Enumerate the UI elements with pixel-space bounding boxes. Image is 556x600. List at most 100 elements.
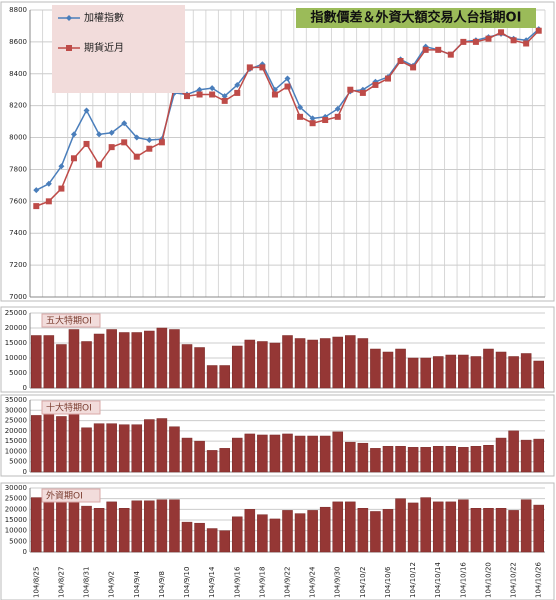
bar — [495, 437, 507, 473]
marker — [234, 89, 241, 96]
marker — [146, 136, 153, 143]
bar — [244, 509, 256, 553]
marker — [284, 83, 291, 90]
bar — [370, 448, 381, 473]
marker — [234, 81, 241, 88]
marker — [108, 129, 115, 136]
bar — [495, 508, 507, 553]
bar — [370, 511, 381, 553]
bar — [445, 446, 457, 473]
y-tick-label: 8800 — [9, 6, 27, 14]
bar — [81, 505, 92, 553]
bar — [56, 501, 67, 553]
y-tick-label: 5000 — [9, 537, 27, 545]
bar — [533, 504, 544, 553]
bar — [31, 497, 42, 553]
bar — [118, 508, 130, 553]
marker — [485, 35, 492, 42]
bar — [294, 338, 306, 389]
bar — [169, 426, 180, 473]
marker — [472, 38, 479, 45]
bar — [269, 434, 281, 473]
bar — [181, 521, 193, 553]
y-tick-label: 25000 — [5, 309, 27, 317]
bar — [445, 354, 457, 389]
x-tick-label: 104/10/14 — [434, 562, 442, 598]
bar — [144, 500, 155, 553]
y-tick-label: 7600 — [9, 197, 27, 205]
y-tick-label: 15000 — [5, 339, 27, 347]
marker — [271, 91, 278, 98]
bar — [169, 499, 180, 553]
bar — [483, 445, 494, 473]
y-tick-label: 10000 — [5, 527, 27, 535]
x-tick-label: 104/10/6 — [384, 566, 392, 598]
bar — [43, 500, 55, 553]
bar — [294, 435, 306, 473]
bar — [470, 356, 482, 389]
y-tick-label: 10000 — [5, 447, 27, 455]
panel-label: 外資期OI — [46, 490, 83, 502]
marker — [435, 46, 442, 53]
bar — [294, 513, 306, 553]
chart-title: 指數價差＆外資大額交易人台指期OI — [311, 10, 522, 26]
bar — [81, 427, 92, 473]
bar — [357, 508, 369, 553]
bar — [257, 514, 268, 553]
bar — [319, 506, 331, 553]
bar — [144, 419, 155, 473]
bar — [319, 338, 331, 389]
bar — [432, 446, 444, 473]
bar — [458, 447, 469, 473]
y-tick-label: 8000 — [9, 134, 27, 142]
bar — [282, 335, 293, 389]
x-tick-label: 104/9/10 — [183, 567, 191, 598]
bar — [219, 530, 230, 553]
plot-frame — [0, 1, 555, 302]
legend-label: 期貨近月 — [84, 41, 124, 54]
marker — [196, 86, 203, 93]
marker — [83, 140, 90, 147]
bar — [382, 446, 394, 473]
y-tick-label: 30000 — [5, 406, 27, 414]
marker — [83, 107, 90, 114]
bar — [156, 499, 168, 553]
bar — [219, 448, 230, 473]
marker — [309, 115, 316, 122]
bar — [231, 516, 243, 553]
bar — [269, 342, 281, 389]
marker — [297, 113, 304, 120]
marker — [58, 163, 65, 170]
panel-label-box — [41, 313, 101, 328]
x-tick-label: 104/10/26 — [535, 562, 543, 598]
bar — [257, 434, 268, 473]
marker — [246, 64, 253, 71]
bar — [181, 437, 193, 473]
bar — [118, 424, 130, 473]
bar — [470, 508, 482, 553]
marker — [422, 46, 429, 53]
bar — [106, 501, 117, 553]
bar — [131, 332, 143, 389]
panel-label-box — [41, 400, 101, 415]
bar — [407, 502, 419, 553]
x-tick-label: 104/10/12 — [409, 562, 417, 598]
bar — [332, 501, 344, 553]
bar — [533, 360, 544, 389]
bar — [269, 518, 281, 553]
bar — [206, 528, 218, 553]
bar — [81, 341, 92, 389]
marker — [297, 104, 304, 111]
bar — [495, 351, 507, 389]
bar — [420, 497, 431, 553]
bar — [169, 329, 180, 389]
x-tick-label: 104/10/16 — [459, 562, 467, 598]
y-tick-label: 0 — [23, 468, 27, 476]
bar — [43, 335, 55, 389]
y-tick-label: 8200 — [9, 102, 27, 110]
y-tick-label: 15000 — [5, 437, 27, 445]
x-tick-label: 104/10/22 — [510, 562, 518, 598]
x-tick-label: 104/9/24 — [309, 566, 317, 598]
x-tick-label: 104/8/31 — [83, 567, 91, 598]
marker — [372, 81, 379, 88]
